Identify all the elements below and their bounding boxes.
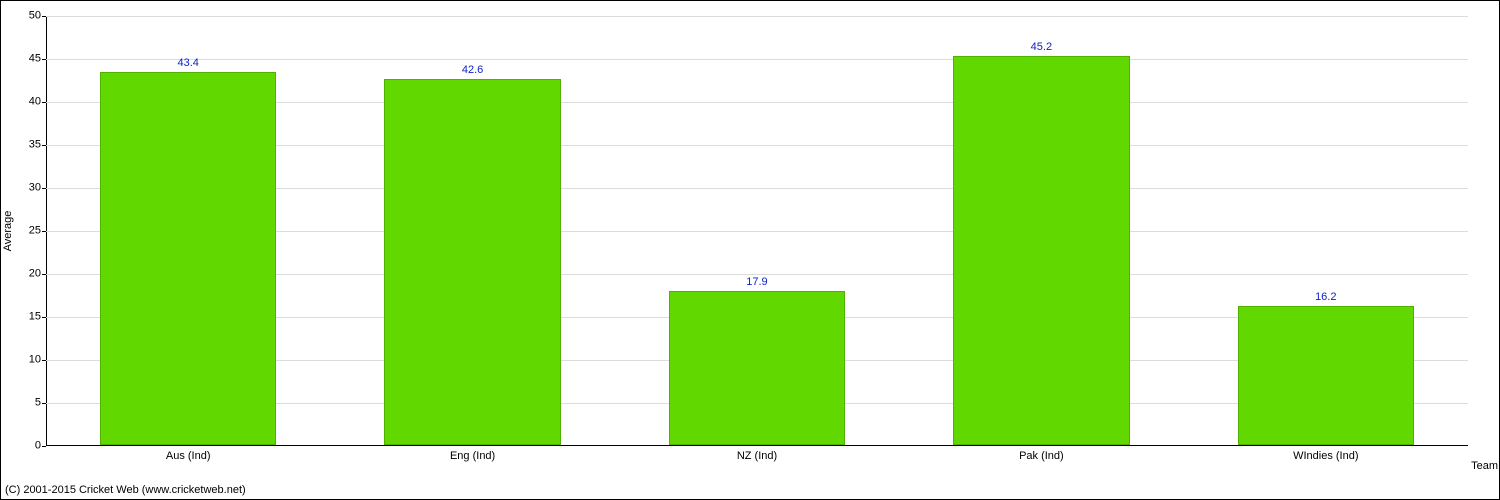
grid-line xyxy=(46,16,1468,17)
bar: 43.4 xyxy=(100,72,276,445)
x-tick-label: Eng (Ind) xyxy=(450,450,495,462)
y-tick-label: 30 xyxy=(16,183,41,194)
y-tick-mark xyxy=(42,59,46,60)
y-tick-label: 50 xyxy=(16,11,41,22)
y-tick-mark xyxy=(42,446,46,447)
copyright-text: (C) 2001-2015 Cricket Web (www.cricketwe… xyxy=(5,484,246,496)
bar-value-label: 45.2 xyxy=(954,41,1128,53)
x-axis-label: Team xyxy=(1471,460,1498,472)
y-tick-mark xyxy=(42,403,46,404)
y-tick-label: 45 xyxy=(16,54,41,65)
bar: 17.9 xyxy=(669,291,845,445)
bar: 42.6 xyxy=(384,79,560,445)
y-tick-mark xyxy=(42,317,46,318)
y-tick-mark xyxy=(42,145,46,146)
bar: 45.2 xyxy=(953,56,1129,445)
plot-area: Average Team 0510152025303540455043.4Aus… xyxy=(46,16,1468,446)
bar-value-label: 16.2 xyxy=(1239,291,1413,303)
y-tick-label: 10 xyxy=(16,355,41,366)
y-tick-mark xyxy=(42,16,46,17)
x-tick-label: WIndies (Ind) xyxy=(1293,450,1358,462)
y-axis-label: Average xyxy=(2,211,14,252)
x-tick-label: Pak (Ind) xyxy=(1019,450,1064,462)
bar: 16.2 xyxy=(1238,306,1414,445)
y-tick-label: 40 xyxy=(16,97,41,108)
y-tick-label: 35 xyxy=(16,140,41,151)
y-tick-mark xyxy=(42,274,46,275)
y-tick-mark xyxy=(42,231,46,232)
y-tick-label: 25 xyxy=(16,226,41,237)
bar-value-label: 42.6 xyxy=(385,64,559,76)
y-tick-mark xyxy=(42,188,46,189)
bar-value-label: 43.4 xyxy=(101,57,275,69)
y-tick-label: 5 xyxy=(16,398,41,409)
y-tick-mark xyxy=(42,102,46,103)
y-tick-label: 15 xyxy=(16,312,41,323)
x-tick-label: NZ (Ind) xyxy=(737,450,777,462)
x-axis xyxy=(46,445,1468,446)
x-tick-label: Aus (Ind) xyxy=(166,450,211,462)
y-tick-mark xyxy=(42,360,46,361)
y-tick-label: 0 xyxy=(16,441,41,452)
bar-value-label: 17.9 xyxy=(670,276,844,288)
y-tick-label: 20 xyxy=(16,269,41,280)
